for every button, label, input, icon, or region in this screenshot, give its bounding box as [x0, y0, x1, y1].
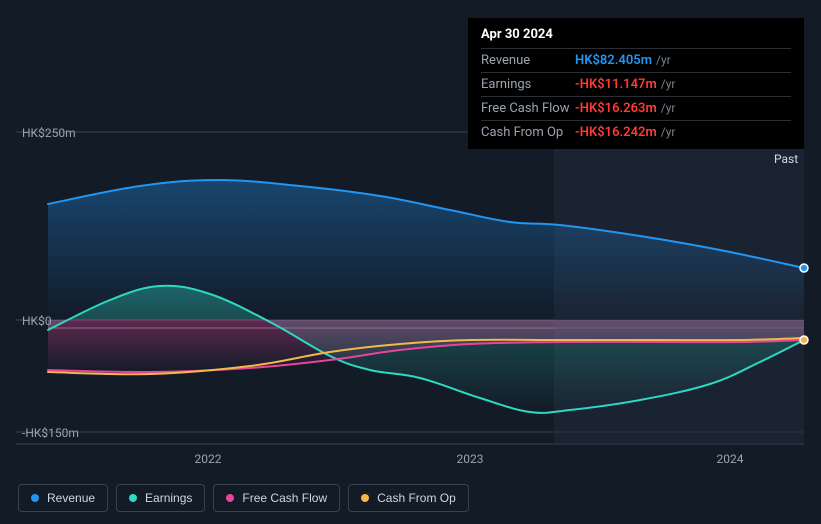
x-axis-label: 2023 [457, 452, 484, 466]
y-axis-label: HK$0 [22, 314, 52, 328]
tooltip-metric-label: Free Cash Flow [481, 101, 575, 116]
tooltip-row: Cash From Op-HK$16.242m/yr [481, 120, 791, 144]
tooltip-metric-label: Revenue [481, 53, 575, 68]
tooltip-metric-unit: /yr [656, 53, 671, 67]
legend-dot-icon [361, 494, 369, 502]
tooltip-metric-value: -HK$11.147m [575, 77, 657, 92]
legend-label: Cash From Op [377, 491, 456, 505]
tooltip-row: Earnings-HK$11.147m/yr [481, 72, 791, 96]
y-axis-label: HK$250m [22, 126, 76, 140]
tooltip-metric-unit: /yr [661, 125, 676, 139]
legend-toggle-cash-from-op[interactable]: Cash From Op [348, 484, 469, 512]
tooltip-metric-value: -HK$16.242m [575, 125, 657, 140]
tooltip-metric-value: HK$82.405m [575, 53, 652, 68]
tooltip-metric-label: Earnings [481, 77, 575, 92]
past-label: Past [774, 152, 798, 166]
y-axis-label: -HK$150m [22, 426, 79, 440]
tooltip-metric-value: -HK$16.263m [575, 101, 657, 116]
x-axis-label: 2024 [717, 452, 744, 466]
data-tooltip: Apr 30 2024 RevenueHK$82.405m/yrEarnings… [468, 18, 804, 149]
tooltip-date: Apr 30 2024 [481, 27, 791, 48]
legend-toggle-revenue[interactable]: Revenue [18, 484, 108, 512]
x-axis-label: 2022 [195, 452, 222, 466]
tooltip-row: Free Cash Flow-HK$16.263m/yr [481, 96, 791, 120]
legend-dot-icon [129, 494, 137, 502]
legend-label: Revenue [47, 491, 95, 505]
legend-dot-icon [31, 494, 39, 502]
legend-toggle-free-cash-flow[interactable]: Free Cash Flow [213, 484, 340, 512]
legend-dot-icon [226, 494, 234, 502]
legend-toggle-earnings[interactable]: Earnings [116, 484, 205, 512]
chart-legend: Revenue Earnings Free Cash Flow Cash From O… [18, 484, 469, 512]
tooltip-metric-unit: /yr [661, 77, 676, 91]
legend-label: Earnings [145, 491, 192, 505]
tooltip-metric-label: Cash From Op [481, 125, 575, 140]
tooltip-row: RevenueHK$82.405m/yr [481, 48, 791, 72]
tooltip-metric-unit: /yr [661, 101, 676, 115]
legend-label: Free Cash Flow [242, 491, 327, 505]
